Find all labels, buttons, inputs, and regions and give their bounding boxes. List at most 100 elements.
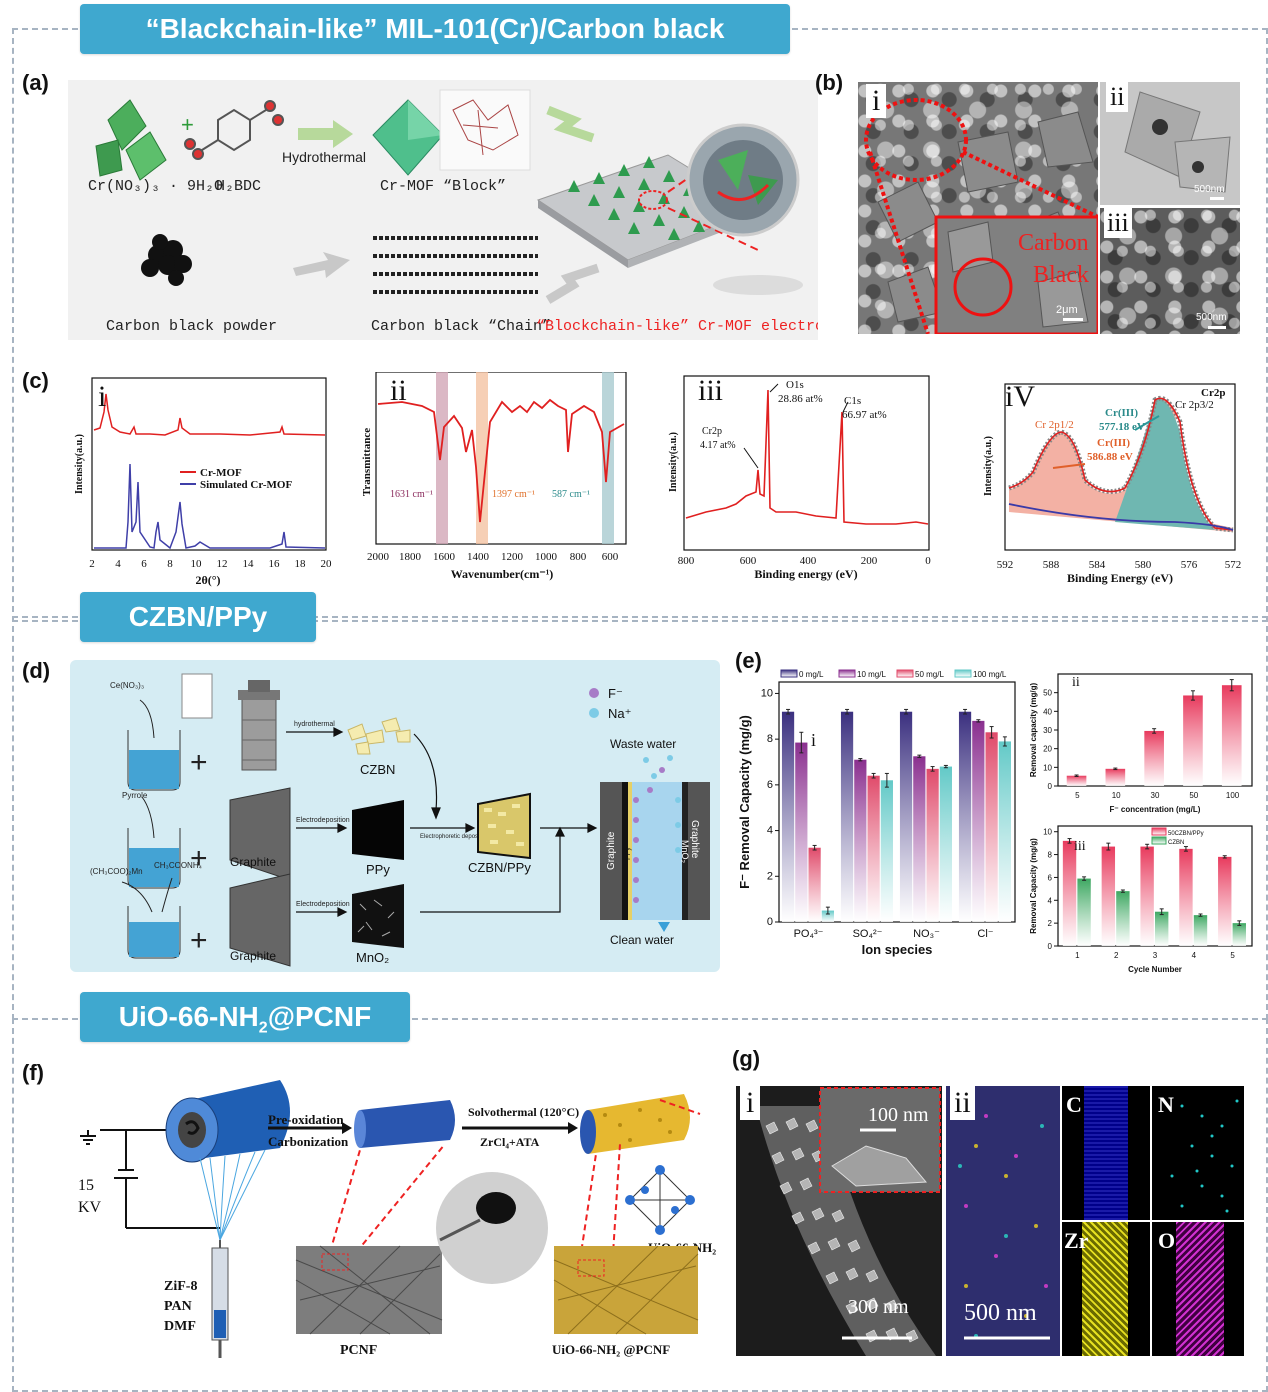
bar bbox=[821, 910, 834, 922]
xrd-tick: 20 bbox=[321, 558, 333, 570]
carbon-black-label-1: Carbon bbox=[1018, 230, 1089, 256]
y-tick-label: 6 bbox=[767, 779, 773, 791]
cr3a-label: Cr(III) bbox=[1105, 407, 1138, 419]
svg-text:+: + bbox=[190, 746, 208, 779]
svg-text:+: + bbox=[181, 112, 194, 137]
xrd-tick: 10 bbox=[191, 558, 203, 570]
section-banner-czbn: CZBN/PPy bbox=[80, 592, 316, 642]
y-tick-label: 50 bbox=[1043, 689, 1052, 698]
pcnf-text: PCNF bbox=[340, 1343, 377, 1358]
subpanel-label: iii bbox=[1074, 839, 1086, 854]
y-tick-label: 2 bbox=[767, 870, 773, 882]
mof-block-text: Cr-MOF “Block” bbox=[380, 178, 506, 195]
eds-map-c: C bbox=[1062, 1086, 1150, 1220]
bar bbox=[926, 768, 939, 922]
electrophoretic-text: Electrophoretic deposition bbox=[420, 834, 489, 840]
cdi-cell-icon bbox=[600, 755, 710, 932]
legend-label: 50CZBN/PPy bbox=[1168, 831, 1204, 837]
xps-tick: 800 bbox=[678, 555, 695, 567]
eds-label-c: C bbox=[1066, 1092, 1082, 1117]
xps-c1s-val: 66.97 at% bbox=[842, 409, 887, 421]
graphite1-text: Graphite bbox=[230, 855, 276, 869]
xps-tick: 400 bbox=[800, 555, 817, 567]
xrd-tick: 14 bbox=[243, 558, 255, 570]
xps-tick: 200 bbox=[861, 555, 878, 567]
na-ion-text: Na⁺ bbox=[608, 706, 631, 721]
bar bbox=[1077, 878, 1091, 946]
cr3b-val: 586.88 eV bbox=[1087, 451, 1133, 463]
cr2p-tick: 592 bbox=[997, 559, 1014, 571]
bar bbox=[1183, 695, 1203, 786]
mn-text: (CH₃COO)₂Mn bbox=[90, 867, 143, 876]
f-ion-text: F⁻ bbox=[608, 686, 623, 701]
pyrrole-text: Pyrrole bbox=[122, 791, 148, 800]
tem-image-ii: ii 500nm bbox=[1100, 82, 1240, 205]
x-tick-label: 1 bbox=[1075, 951, 1080, 960]
xrd-tick: 6 bbox=[141, 558, 147, 570]
cr2p-tick: 588 bbox=[1043, 559, 1060, 571]
tem-ii-overlay bbox=[1124, 91, 1231, 193]
tem-image-iii: iii 500nm bbox=[1100, 208, 1240, 334]
panel-a-drawing: + Cr(NO₃)₃ · 9H₂O H₂BDC Hydrothermal Cr-… bbox=[88, 89, 818, 335]
carbon-chain-text: Carbon black “Chain” bbox=[371, 318, 551, 335]
legend-label: CZBN bbox=[1168, 840, 1184, 846]
cr2p-chart: Cr 2p1/2 Cr(III) 577.18 eV Cr(III) 586.8… bbox=[983, 383, 1241, 585]
cr2p12-label: Cr 2p1/2 bbox=[1035, 419, 1074, 431]
y-tick-label: 8 bbox=[1048, 851, 1053, 860]
bar bbox=[840, 711, 854, 922]
cell-graphite-right: Graphite bbox=[689, 820, 700, 859]
scale-text-i: 2μm bbox=[1056, 304, 1078, 316]
legend-label: 50 mg/L bbox=[915, 670, 944, 679]
ftir-tick: 1200 bbox=[501, 551, 524, 563]
uio-fiber-icon bbox=[580, 1094, 690, 1154]
g-ii-scale: 500 nm bbox=[964, 1300, 1037, 1326]
bar bbox=[880, 780, 893, 922]
bar bbox=[958, 711, 972, 922]
chart-e-i-svg: 0 2 4 6 8 10 PO₄³⁻ SO₄²⁻ NO₃⁻ Cl⁻ Ion species F⁻ Re… bbox=[737, 669, 1016, 957]
nanofiber-drawing bbox=[756, 1087, 941, 1356]
bar bbox=[913, 756, 926, 922]
uio-pcnf-text: UiO-66-NH₂ @PCNF bbox=[552, 1342, 670, 1357]
cr2p-title: Cr2p bbox=[1201, 387, 1225, 399]
bar bbox=[795, 742, 808, 922]
tem-ii-label: ii bbox=[1106, 82, 1129, 112]
ftir-tick: 800 bbox=[570, 551, 587, 563]
y-axis-label: Removal Capacity (mg/g) bbox=[1029, 838, 1038, 934]
panel-c-iv: Cr 2p1/2 Cr(III) 577.18 eV Cr(III) 586.8… bbox=[975, 372, 1250, 594]
eds-label-zr: Zr bbox=[1064, 1228, 1089, 1253]
step2a-text: Solvothermal (120°C) bbox=[468, 1105, 579, 1119]
ftir-tick: 1000 bbox=[535, 551, 558, 563]
bar bbox=[985, 732, 998, 922]
bar bbox=[998, 741, 1011, 922]
sem-image-g-i: i 100 nm 300 nm bbox=[736, 1086, 942, 1356]
x-tick-label: 5 bbox=[1230, 951, 1235, 960]
tem-iii-label: iii bbox=[1104, 208, 1132, 238]
ce-text: Ce(NO₃)₃ bbox=[110, 681, 144, 690]
xrd-tick: 16 bbox=[269, 558, 281, 570]
y-tick-label: 30 bbox=[1043, 726, 1052, 735]
chart-e-i: 0 2 4 6 8 10 PO₄³⁻ SO₄²⁻ NO₃⁻ Cl⁻ Ion species F⁻ Re… bbox=[735, 668, 1025, 980]
xrd-tick: 2 bbox=[89, 558, 95, 570]
chart-e-ii: 0 10 20 30 40 50 5 10 30 50 100 F⁻ concentration (m… bbox=[1028, 664, 1258, 814]
waste-water-text: Waste water bbox=[610, 737, 676, 751]
bar bbox=[1116, 891, 1130, 946]
bar bbox=[854, 759, 867, 922]
hydrothermal-text: Hydrothermal bbox=[282, 149, 366, 165]
bar bbox=[899, 711, 913, 922]
scale-bar-iii bbox=[1208, 326, 1226, 329]
x-tick-label: 30 bbox=[1151, 791, 1160, 800]
bar bbox=[808, 847, 821, 922]
label-a: (a) bbox=[22, 70, 49, 95]
bar bbox=[1066, 775, 1087, 786]
panel-f-schematic: 15 KV ZiF-8 PAN DMF Pre-oxidation Carbon… bbox=[60, 1070, 730, 1370]
bar bbox=[781, 711, 795, 922]
y-tick-label: 0 bbox=[1048, 782, 1053, 791]
label-c: (c) bbox=[22, 368, 49, 393]
bar bbox=[1218, 856, 1232, 946]
label-g: (g) bbox=[732, 1046, 761, 1071]
scale-bar-i bbox=[1063, 318, 1083, 321]
label-e: (e) bbox=[735, 648, 762, 673]
syringe-icon bbox=[211, 1240, 229, 1358]
h2bdc-molecule-icon bbox=[184, 100, 284, 160]
g-i-label: i bbox=[740, 1086, 761, 1120]
